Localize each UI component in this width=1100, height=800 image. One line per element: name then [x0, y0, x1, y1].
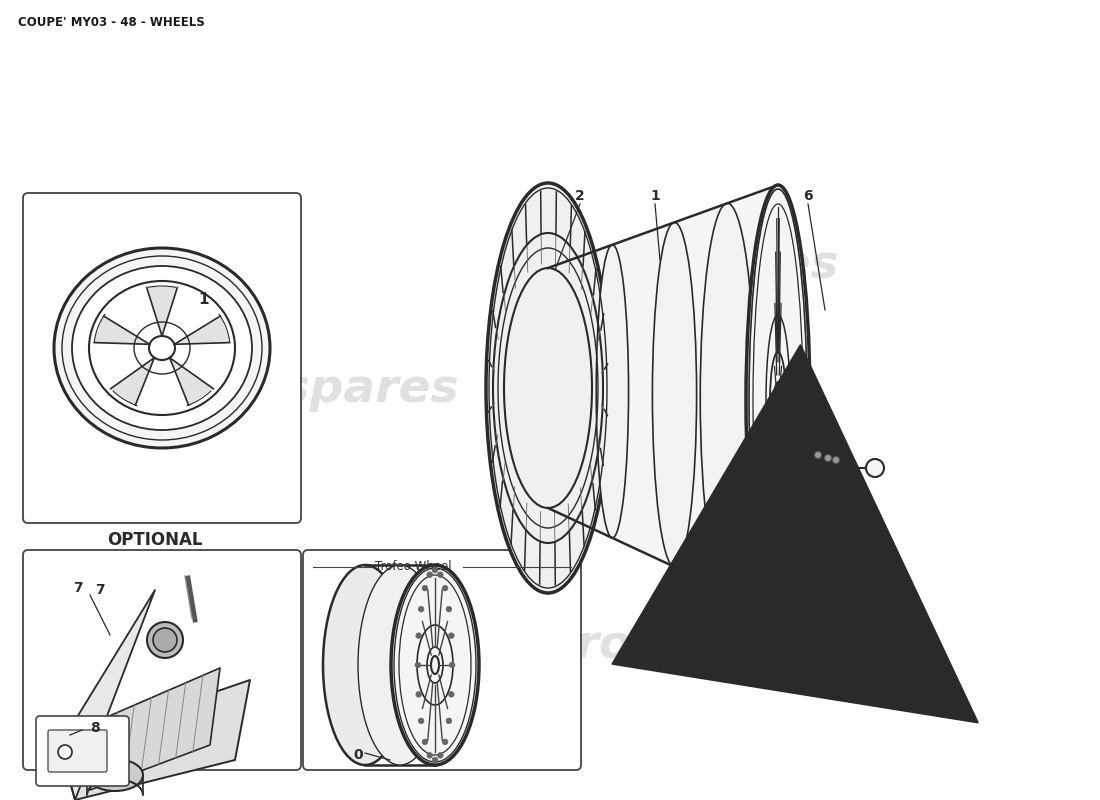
Text: 1: 1: [650, 189, 660, 203]
Polygon shape: [146, 287, 177, 336]
Circle shape: [866, 459, 884, 477]
FancyBboxPatch shape: [48, 730, 107, 772]
Text: 7: 7: [96, 583, 104, 597]
Circle shape: [147, 622, 183, 658]
Polygon shape: [60, 680, 250, 800]
Circle shape: [442, 586, 448, 591]
Circle shape: [438, 572, 443, 578]
Ellipse shape: [596, 245, 628, 538]
Circle shape: [153, 628, 177, 652]
Circle shape: [418, 606, 424, 612]
Text: 8: 8: [90, 721, 100, 735]
Text: 6: 6: [803, 189, 813, 203]
Circle shape: [450, 662, 455, 668]
Circle shape: [447, 606, 452, 612]
Polygon shape: [111, 358, 154, 405]
Polygon shape: [90, 668, 220, 790]
FancyBboxPatch shape: [23, 193, 301, 523]
Circle shape: [418, 718, 424, 724]
Text: eurospares: eurospares: [161, 367, 460, 413]
Ellipse shape: [652, 222, 696, 567]
Circle shape: [438, 753, 443, 758]
Polygon shape: [95, 316, 150, 344]
Text: 4: 4: [838, 621, 848, 635]
Text: eurospares: eurospares: [541, 242, 839, 287]
Circle shape: [422, 586, 428, 591]
Circle shape: [422, 739, 428, 745]
Polygon shape: [547, 185, 778, 615]
Text: 0: 0: [353, 748, 363, 762]
Ellipse shape: [72, 266, 252, 430]
Circle shape: [449, 633, 454, 638]
Circle shape: [416, 633, 421, 638]
Ellipse shape: [87, 759, 143, 791]
Text: 3: 3: [872, 621, 882, 635]
FancyBboxPatch shape: [302, 550, 581, 770]
Circle shape: [447, 718, 452, 724]
Polygon shape: [60, 590, 155, 800]
Polygon shape: [175, 316, 230, 344]
Circle shape: [427, 572, 432, 578]
Ellipse shape: [62, 256, 262, 440]
Text: 1: 1: [199, 293, 209, 307]
Text: eurospares: eurospares: [510, 622, 810, 667]
Ellipse shape: [746, 185, 810, 615]
Ellipse shape: [390, 565, 478, 765]
Circle shape: [416, 691, 421, 697]
Circle shape: [833, 457, 839, 463]
Text: COUPE' MY03 - 48 - WHEELS: COUPE' MY03 - 48 - WHEELS: [18, 16, 205, 29]
Ellipse shape: [89, 281, 235, 415]
Circle shape: [427, 753, 432, 758]
Ellipse shape: [701, 203, 755, 591]
Ellipse shape: [486, 183, 610, 593]
Circle shape: [432, 757, 438, 763]
Ellipse shape: [323, 565, 407, 765]
Text: Trofeo Wheel: Trofeo Wheel: [375, 561, 452, 574]
Circle shape: [814, 451, 822, 458]
Ellipse shape: [54, 248, 270, 448]
Text: 5: 5: [755, 628, 764, 642]
Ellipse shape: [358, 565, 442, 765]
Circle shape: [442, 739, 448, 745]
Circle shape: [58, 745, 72, 759]
Text: 2: 2: [575, 189, 585, 203]
FancyBboxPatch shape: [23, 550, 301, 770]
Text: OPTIONAL: OPTIONAL: [108, 531, 202, 549]
Circle shape: [449, 691, 454, 697]
Polygon shape: [169, 358, 213, 405]
Circle shape: [432, 567, 438, 573]
FancyBboxPatch shape: [36, 716, 129, 786]
Circle shape: [415, 662, 420, 668]
Circle shape: [825, 454, 832, 462]
Text: 7: 7: [74, 581, 82, 595]
